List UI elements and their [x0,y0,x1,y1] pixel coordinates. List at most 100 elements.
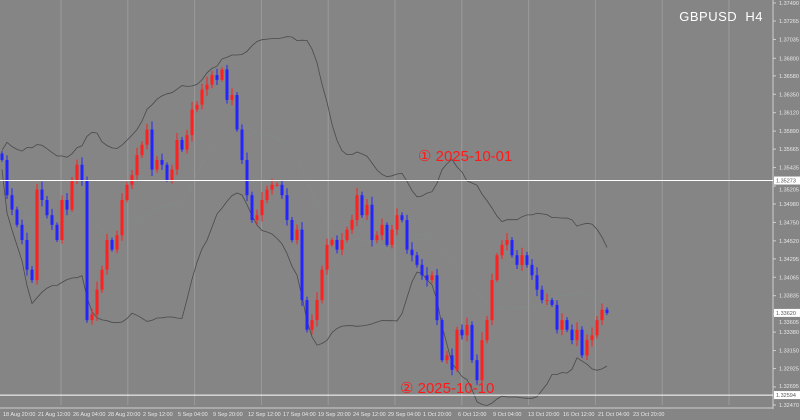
candle-body [580,329,584,356]
candle [445,350,449,364]
candle-body [550,300,554,305]
candle-body [100,269,104,290]
candle-body [230,95,234,100]
candle [350,214,354,234]
candle [160,153,164,170]
price-tick-label: 1.36350 [779,92,799,98]
candle-body [90,314,94,321]
candle-body [320,269,324,301]
candle [600,303,604,326]
candle [105,233,109,275]
candle [360,191,364,219]
price-tick-label: 1.37035 [779,37,799,43]
candle [235,92,239,132]
candle-body [490,280,494,321]
candle-body [165,164,169,180]
candle-body [475,360,479,381]
candle [530,259,534,280]
candle [430,271,434,284]
candle-body [345,229,349,241]
candle-body [365,204,369,216]
candle [65,193,69,216]
candle [455,326,459,373]
candle [260,191,264,222]
candle-body [305,300,309,330]
time-tick-label: 12 Sep 12:00 [248,412,281,418]
candle-body [185,135,189,150]
candle [480,332,484,387]
time-tick-label: 24 Sep 12:00 [353,412,386,418]
price-tick-label: 1.35665 [779,147,799,153]
candle-body [220,69,224,80]
time-tick-label: 5 Sep 04:00 [178,412,208,418]
price-tick-label: 1.34750 [779,220,799,226]
candle-body [385,224,389,245]
candle [390,224,394,249]
candle-body [295,229,299,241]
candle [150,121,154,176]
candle [290,217,294,243]
time-tick-label: 26 Aug 04:00 [73,412,105,418]
candle [525,251,529,268]
price-tick-label: 1.32925 [779,367,799,373]
candle [135,147,139,182]
candle-body [375,235,379,241]
candle-body [75,164,79,180]
candle [565,317,569,333]
candle [535,267,539,297]
candle-body [395,215,399,230]
candle [425,267,429,287]
candle-body [300,229,304,301]
candle [575,322,579,347]
candle-body [405,220,409,250]
candle-body [325,244,329,270]
candle-body [500,244,504,256]
candle-body [215,75,219,80]
candle [205,76,209,96]
candle [180,136,184,152]
candle [0,151,4,162]
time-tick-label: 16 Oct 12:00 [563,412,595,418]
candle-body [425,275,429,281]
candle-body [175,139,179,170]
bollinger-upper-band [1,36,608,248]
candle [590,327,594,347]
time-tick-label: 13 Oct 20:00 [528,412,560,418]
candle [420,259,424,280]
candle-body [480,340,484,381]
candle-body [0,153,4,160]
candle [500,240,504,259]
time-tick-label: 6 Oct 12:00 [458,412,486,418]
timeframe: H4 [745,9,763,24]
candle-body [535,275,539,290]
candle [55,222,59,242]
time-tick-label: 29 Sep 04:00 [388,412,421,418]
candle-body [145,129,149,145]
price-label-box [774,176,800,185]
time-tick-label: 23 Oct 20:00 [633,412,665,418]
candle [385,222,389,247]
candle [560,313,564,336]
candle [230,88,234,106]
candle-body [80,164,84,180]
candle-body [350,220,354,230]
candle-body [290,220,294,241]
time-tick-label: 18 Aug 20:00 [3,412,35,418]
candle-body [245,159,249,196]
candle [320,265,324,304]
candle-body [495,255,499,281]
candle [595,316,599,339]
current-price-label: 1.33620 [776,311,796,317]
candle-body [160,159,164,165]
candle-body [595,320,599,336]
candle [450,348,454,376]
price-tick-label: 1.34295 [779,257,799,263]
candle [175,133,179,176]
candle-body [15,209,19,225]
candle [30,266,34,283]
time-tick-label: 28 Aug 20:00 [108,412,140,418]
candle-body [360,195,364,216]
candle [195,101,199,113]
